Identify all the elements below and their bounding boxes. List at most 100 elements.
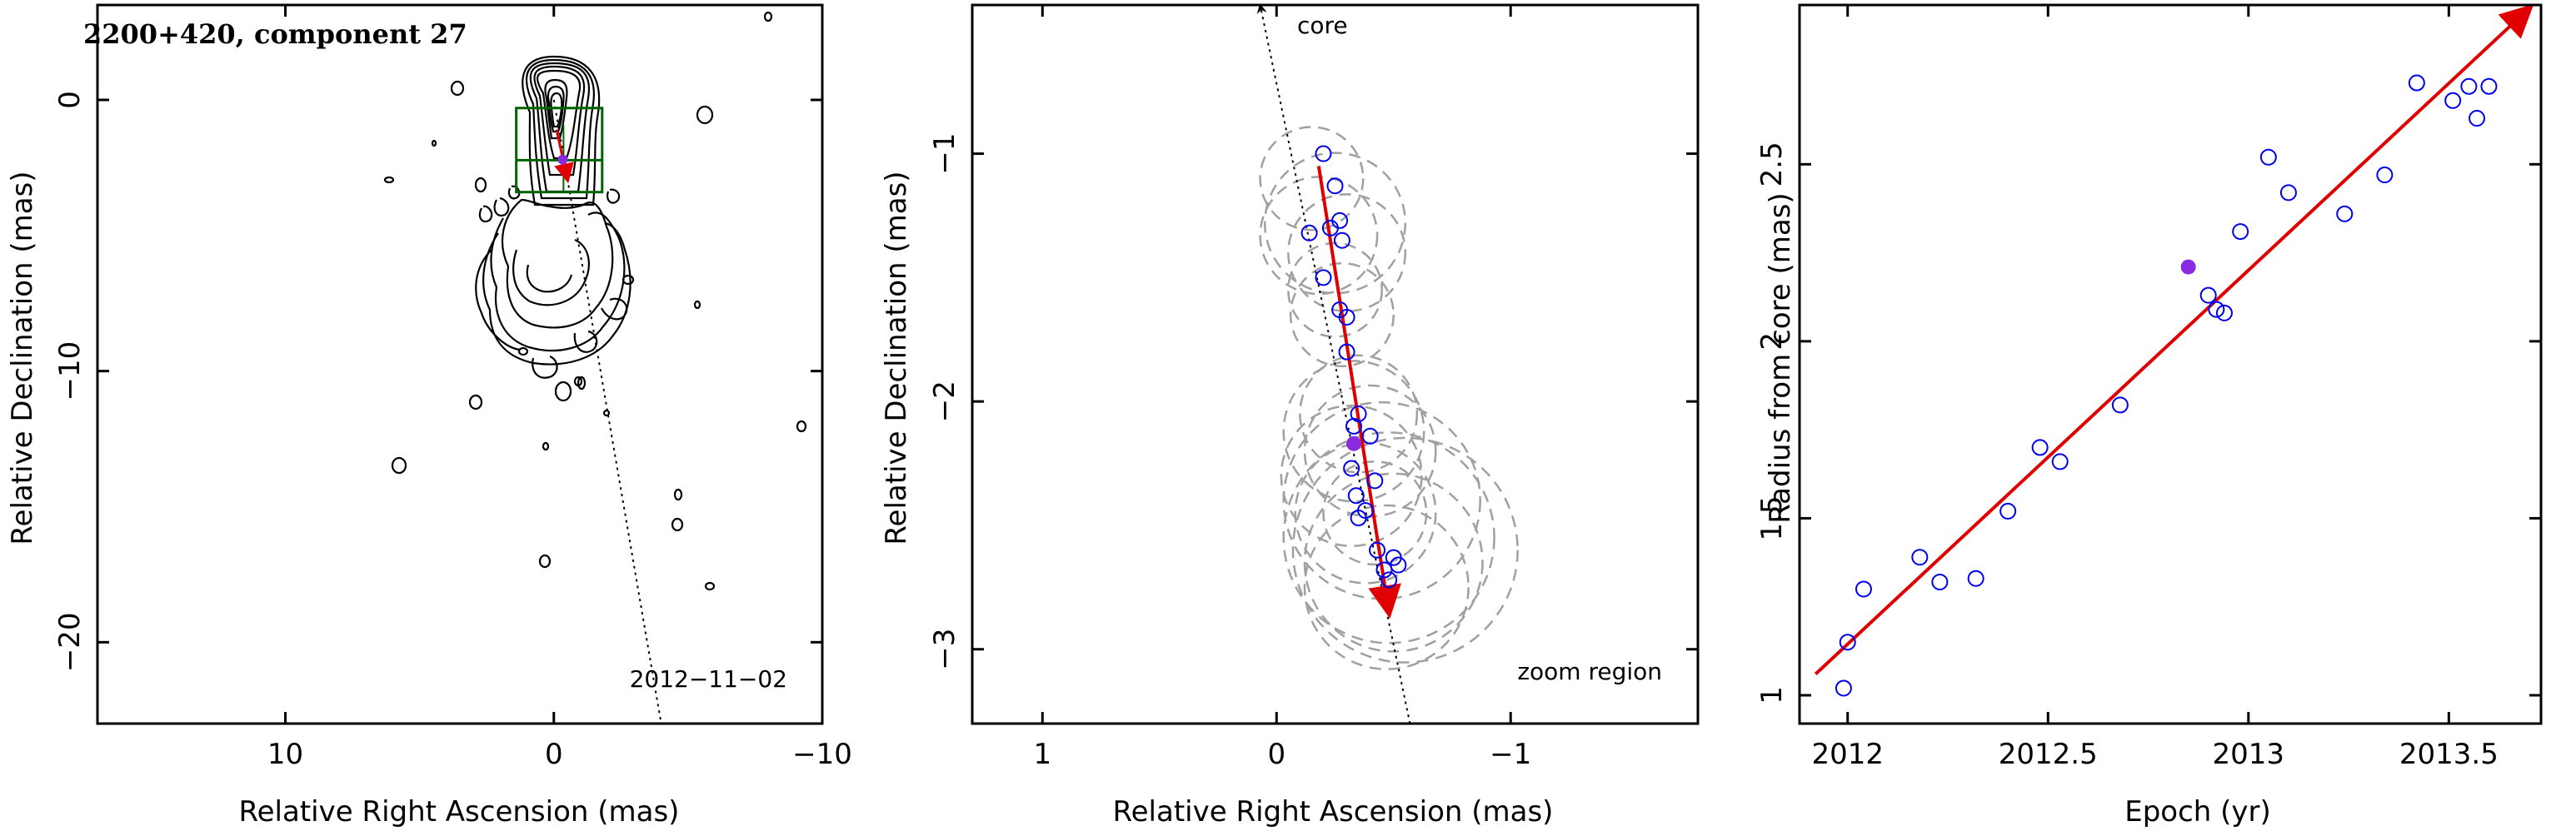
data-point (1338, 343, 1355, 361)
p1-x-axis-label: Relative Right Ascension (mas) (239, 795, 680, 829)
p3-x-ticks: 2012 2012.5 2013 2013.5 (1811, 5, 2499, 771)
data-point (1333, 231, 1350, 249)
p3-ytick-label: 2 (1755, 332, 1789, 351)
p2-x-ticks: 1 0 −1 (1033, 5, 1531, 771)
p3-frame (1798, 3, 2543, 725)
p2-x-axis-label: Relative Right Ascension (mas) (1113, 795, 1554, 829)
data-point (1366, 472, 1384, 490)
dashed-circle (1287, 193, 1407, 313)
dashed-circle (1289, 261, 1395, 368)
panel-contour-map: 10 0 −10 0 −10 −20 2200+420, component 27 20… (6, 3, 852, 829)
p3-xtick-label: 2012 (1811, 738, 1884, 771)
p3-fit-line (1814, 3, 2534, 675)
p3-data-points (1835, 74, 2498, 697)
p1-ytick-label: −20 (53, 612, 87, 672)
zoom-region-box (515, 107, 604, 194)
p1-frame (96, 3, 824, 725)
p1-date-label: 2012−11−02 (630, 665, 787, 693)
p2-data-points (1300, 145, 1407, 589)
p2-highlight-point (1345, 435, 1361, 451)
data-point (1380, 571, 1398, 589)
data-point (2199, 286, 2217, 304)
p2-xtick-label: 1 (1033, 738, 1051, 771)
data-point (2051, 453, 2069, 470)
p1-highlight-point (557, 154, 568, 165)
data-point (1375, 561, 1393, 579)
p1-trajectory-arrow (554, 129, 574, 184)
data-point (2111, 396, 2129, 414)
dashed-circle (1259, 176, 1379, 296)
p3-y-axis-label: Radius from core (mas) (1764, 192, 1797, 523)
data-point (1343, 460, 1360, 477)
p2-frame (971, 3, 1700, 725)
p1-y-ticks: 0 −10 −20 (53, 91, 822, 672)
data-point (1999, 502, 2017, 520)
data-point (2444, 92, 2462, 109)
dashed-circle (1282, 360, 1425, 503)
data-point (1855, 580, 1872, 598)
dashed-circle (1291, 436, 1519, 664)
p2-ytick-label: −2 (928, 381, 961, 422)
panel-zoom-region: 1 0 −1 −1 −2 −3 core zoom region Relative Ri… (880, 3, 1700, 829)
data-point (1315, 145, 1332, 162)
p2-ytick-label: −1 (928, 132, 961, 174)
p1-guide-line (552, 99, 662, 724)
p1-xtick-label: −10 (792, 738, 852, 771)
data-point (2408, 74, 2425, 92)
p3-highlight-point (2180, 259, 2196, 275)
p3-x-axis-label: Epoch (yr) (2124, 795, 2271, 829)
data-point (2460, 77, 2478, 95)
data-point (2376, 167, 2394, 184)
p2-y-ticks: −1 −2 −3 (928, 132, 1698, 670)
p2-dashed-circles (1259, 126, 1519, 670)
p1-title: 2200+420, component 27 (83, 18, 467, 50)
contour-map (383, 11, 807, 591)
p1-xtick-label: 0 (545, 738, 563, 771)
dashed-circle (1263, 152, 1407, 295)
data-point (1967, 570, 1984, 587)
data-point (2279, 184, 2297, 202)
data-point (1835, 679, 1852, 697)
panel-radius-vs-epoch: 2012 2012.5 2013 2013.5 1 1.5 2 2.5 Epoch (yr)… (1755, 3, 2543, 829)
p1-y-axis-label: Relative Declination (mas) (6, 171, 39, 545)
dashed-circle (1303, 504, 1470, 670)
dashed-circle (1322, 460, 1428, 566)
p3-ytick-label: 1 (1755, 686, 1789, 704)
data-point (1321, 219, 1339, 236)
data-point (2469, 110, 2486, 127)
dashed-circle (1259, 126, 1365, 231)
p2-xtick-label: 0 (1267, 738, 1286, 771)
p2-y-axis-label: Relative Declination (mas) (880, 171, 913, 545)
p3-xtick-label: 2013.5 (2399, 738, 2499, 771)
data-point (1326, 177, 1344, 195)
data-point (1369, 541, 1386, 559)
p3-ytick-label: 2.5 (1755, 142, 1789, 187)
data-point (2031, 439, 2049, 456)
data-point (2215, 304, 2233, 321)
p1-ytick-label: 0 (53, 91, 87, 109)
data-point (1338, 308, 1355, 326)
p3-xtick-label: 2012.5 (1999, 738, 2098, 771)
p2-ytick-label: −3 (928, 629, 961, 670)
data-point (1911, 549, 1929, 566)
data-point (2336, 205, 2354, 222)
core-label: core (1297, 12, 1348, 39)
data-point (2480, 77, 2498, 95)
data-point (1839, 634, 1856, 651)
p3-xtick-label: 2013 (2213, 738, 2285, 771)
data-point (1931, 573, 1949, 590)
data-point (1331, 211, 1349, 229)
p1-x-ticks: 10 0 −10 (267, 5, 852, 771)
data-point (2232, 223, 2249, 241)
p2-guide-line (1256, 3, 1411, 724)
p3-y-ticks: 1 1.5 2 2.5 (1755, 142, 2541, 704)
dashed-circle (1280, 404, 1423, 547)
data-point (1315, 269, 1332, 286)
p1-xtick-label: 10 (267, 738, 303, 771)
data-point (1300, 224, 1318, 241)
dashed-circle (1299, 354, 1419, 474)
dashed-circle (1282, 431, 1495, 644)
p3-ytick-label: 1.5 (1755, 495, 1789, 540)
